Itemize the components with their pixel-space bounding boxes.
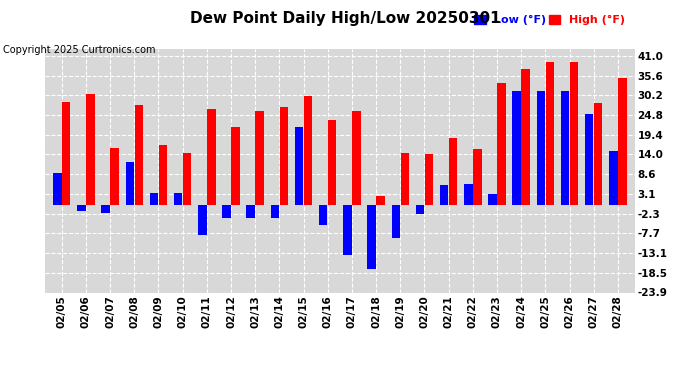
- Bar: [618, 78, 627, 206]
- Legend: Low (°F), High (°F): Low (°F), High (°F): [470, 10, 629, 30]
- Bar: [304, 96, 313, 206]
- Bar: [343, 206, 352, 255]
- Bar: [270, 206, 279, 218]
- Bar: [376, 196, 385, 206]
- Bar: [150, 193, 158, 206]
- Bar: [440, 185, 449, 206]
- Bar: [424, 154, 433, 206]
- Bar: [609, 151, 618, 206]
- Bar: [135, 105, 143, 206]
- Bar: [400, 153, 409, 206]
- Bar: [183, 153, 191, 206]
- Bar: [110, 148, 119, 206]
- Bar: [537, 91, 545, 206]
- Bar: [86, 94, 95, 206]
- Bar: [77, 206, 86, 211]
- Bar: [561, 91, 569, 206]
- Text: Copyright 2025 Curtronics.com: Copyright 2025 Curtronics.com: [3, 45, 156, 55]
- Bar: [391, 206, 400, 238]
- Bar: [246, 206, 255, 218]
- Bar: [198, 206, 206, 235]
- Bar: [513, 91, 521, 206]
- Bar: [546, 62, 554, 206]
- Bar: [101, 206, 110, 213]
- Bar: [62, 102, 70, 206]
- Bar: [53, 172, 61, 206]
- Text: Dew Point Daily High/Low 20250301: Dew Point Daily High/Low 20250301: [190, 11, 500, 26]
- Bar: [497, 83, 506, 206]
- Bar: [352, 111, 361, 206]
- Bar: [449, 138, 457, 206]
- Bar: [489, 194, 497, 206]
- Bar: [255, 111, 264, 206]
- Bar: [279, 107, 288, 206]
- Bar: [174, 193, 182, 206]
- Bar: [473, 149, 482, 206]
- Bar: [319, 206, 328, 225]
- Bar: [328, 120, 337, 206]
- Bar: [522, 69, 530, 206]
- Bar: [464, 183, 473, 206]
- Bar: [416, 206, 424, 214]
- Bar: [207, 109, 215, 206]
- Bar: [295, 127, 304, 206]
- Bar: [594, 104, 602, 206]
- Bar: [159, 145, 167, 206]
- Bar: [222, 206, 230, 218]
- Bar: [231, 127, 239, 206]
- Bar: [367, 206, 376, 269]
- Bar: [570, 62, 578, 206]
- Bar: [585, 114, 593, 206]
- Bar: [126, 162, 134, 206]
